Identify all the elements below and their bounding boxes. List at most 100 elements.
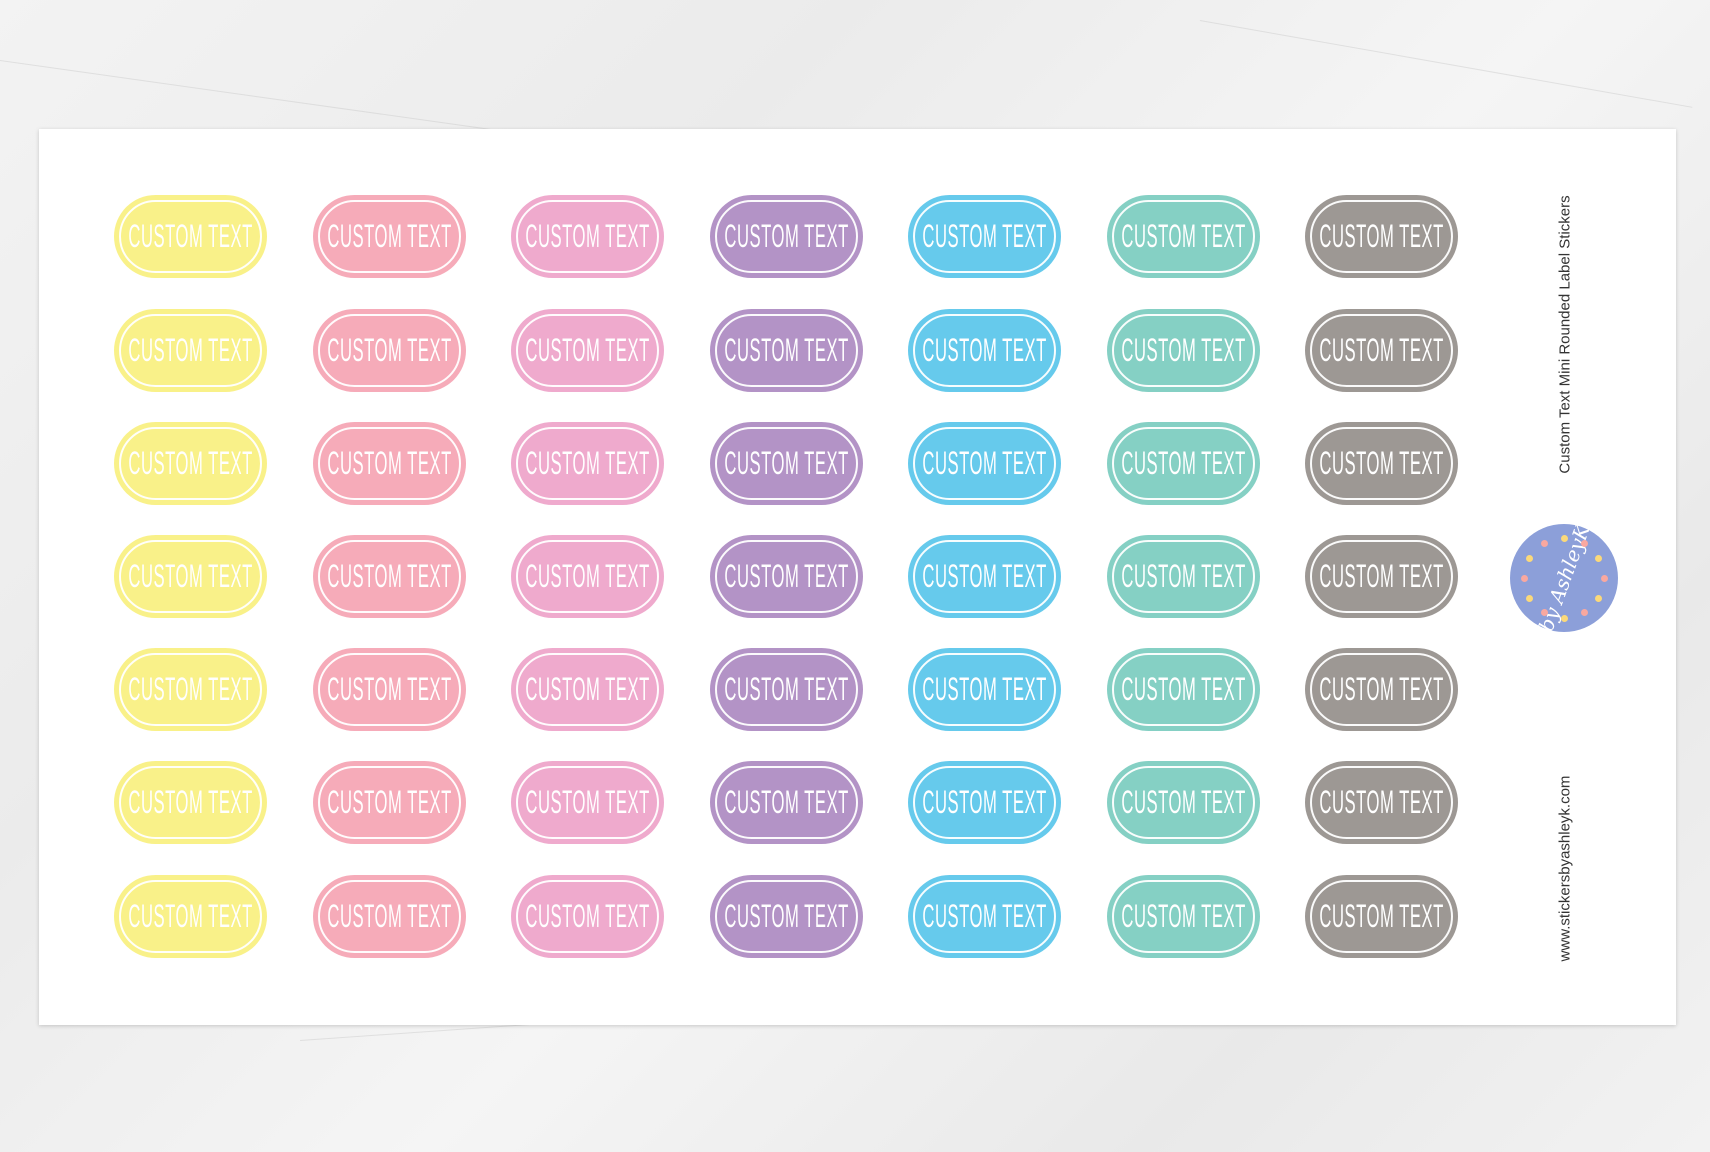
sticker-label: CUSTOM TEXT — [724, 332, 849, 368]
heart-icon — [1600, 574, 1608, 582]
sticker-label: CUSTOM TEXT — [922, 671, 1047, 707]
sticker-label: CUSTOM TEXT — [724, 784, 849, 820]
custom-text-sticker: CUSTOM TEXT — [313, 422, 466, 505]
custom-text-sticker: CUSTOM TEXT — [908, 648, 1061, 731]
custom-text-sticker: CUSTOM TEXT — [511, 422, 664, 505]
sticker-label: CUSTOM TEXT — [724, 558, 849, 594]
custom-text-sticker: CUSTOM TEXT — [511, 761, 664, 844]
sticker-label: CUSTOM TEXT — [128, 218, 253, 254]
custom-text-sticker: CUSTOM TEXT — [511, 875, 664, 958]
custom-text-sticker: CUSTOM TEXT — [710, 309, 863, 392]
sticker-label: CUSTOM TEXT — [525, 332, 650, 368]
sticker-label: CUSTOM TEXT — [724, 671, 849, 707]
custom-text-sticker: CUSTOM TEXT — [710, 422, 863, 505]
heart-icon — [1580, 539, 1588, 547]
sticker-label: CUSTOM TEXT — [128, 671, 253, 707]
sticker-label: CUSTOM TEXT — [525, 558, 650, 594]
sticker-label: CUSTOM TEXT — [327, 445, 452, 481]
custom-text-sticker: CUSTOM TEXT — [1107, 309, 1260, 392]
heart-icon — [1560, 614, 1568, 622]
custom-text-sticker: CUSTOM TEXT — [313, 535, 466, 618]
sticker-label: CUSTOM TEXT — [724, 218, 849, 254]
sticker-label: CUSTOM TEXT — [922, 784, 1047, 820]
heart-icon — [1525, 594, 1533, 602]
sticker-label: CUSTOM TEXT — [1121, 558, 1246, 594]
custom-text-sticker: CUSTOM TEXT — [908, 875, 1061, 958]
sticker-label: CUSTOM TEXT — [525, 898, 650, 934]
sticker-label: CUSTOM TEXT — [1319, 332, 1444, 368]
custom-text-sticker: CUSTOM TEXT — [511, 535, 664, 618]
custom-text-sticker: CUSTOM TEXT — [313, 761, 466, 844]
custom-text-sticker: CUSTOM TEXT — [511, 309, 664, 392]
sticker-label: CUSTOM TEXT — [128, 445, 253, 481]
custom-text-sticker: CUSTOM TEXT — [1305, 422, 1458, 505]
custom-text-sticker: CUSTOM TEXT — [313, 309, 466, 392]
custom-text-sticker: CUSTOM TEXT — [511, 195, 664, 278]
sticker-label: CUSTOM TEXT — [922, 218, 1047, 254]
sticker-label: CUSTOM TEXT — [724, 445, 849, 481]
sheet-title: Custom Text Mini Rounded Label Stickers — [1556, 195, 1574, 474]
custom-text-sticker: CUSTOM TEXT — [1107, 648, 1260, 731]
website-url: www.stickersbyashleyk.com — [1556, 775, 1574, 962]
custom-text-sticker: CUSTOM TEXT — [1107, 195, 1260, 278]
heart-icon — [1520, 574, 1528, 582]
sticker-label: CUSTOM TEXT — [922, 898, 1047, 934]
sticker-label: CUSTOM TEXT — [1121, 898, 1246, 934]
sticker-label: CUSTOM TEXT — [525, 218, 650, 254]
custom-text-sticker: CUSTOM TEXT — [114, 761, 267, 844]
custom-text-sticker: CUSTOM TEXT — [114, 309, 267, 392]
sticker-label: CUSTOM TEXT — [1319, 445, 1444, 481]
custom-text-sticker: CUSTOM TEXT — [114, 422, 267, 505]
heart-icon — [1595, 554, 1603, 562]
sticker-label: CUSTOM TEXT — [327, 218, 452, 254]
sticker-label: CUSTOM TEXT — [1121, 784, 1246, 820]
sticker-label: CUSTOM TEXT — [922, 558, 1047, 594]
custom-text-sticker: CUSTOM TEXT — [710, 195, 863, 278]
ashleyk-logo: by AshleyK — [1510, 521, 1618, 635]
custom-text-sticker: CUSTOM TEXT — [1305, 875, 1458, 958]
heart-icon — [1525, 554, 1533, 562]
custom-text-sticker: CUSTOM TEXT — [114, 535, 267, 618]
sticker-label: CUSTOM TEXT — [327, 671, 452, 707]
heart-icon — [1540, 539, 1548, 547]
custom-text-sticker: CUSTOM TEXT — [908, 422, 1061, 505]
custom-text-sticker: CUSTOM TEXT — [313, 195, 466, 278]
custom-text-sticker: CUSTOM TEXT — [1305, 195, 1458, 278]
custom-text-sticker: CUSTOM TEXT — [1305, 648, 1458, 731]
custom-text-sticker: CUSTOM TEXT — [710, 875, 863, 958]
custom-text-sticker: CUSTOM TEXT — [1305, 761, 1458, 844]
sticker-label: CUSTOM TEXT — [1319, 898, 1444, 934]
sticker-label: CUSTOM TEXT — [1319, 671, 1444, 707]
custom-text-sticker: CUSTOM TEXT — [114, 875, 267, 958]
heart-icon — [1540, 609, 1548, 617]
sticker-label: CUSTOM TEXT — [525, 784, 650, 820]
sticker-label: CUSTOM TEXT — [922, 332, 1047, 368]
sticker-label: CUSTOM TEXT — [327, 332, 452, 368]
sticker-label: CUSTOM TEXT — [1319, 218, 1444, 254]
custom-text-sticker: CUSTOM TEXT — [908, 535, 1061, 618]
sticker-label: CUSTOM TEXT — [128, 898, 253, 934]
custom-text-sticker: CUSTOM TEXT — [908, 195, 1061, 278]
sticker-label: CUSTOM TEXT — [128, 332, 253, 368]
custom-text-sticker: CUSTOM TEXT — [1305, 535, 1458, 618]
sticker-label: CUSTOM TEXT — [327, 558, 452, 594]
sticker-label: CUSTOM TEXT — [1121, 332, 1246, 368]
heart-icon — [1595, 594, 1603, 602]
marble-vein — [0, 60, 496, 131]
sticker-label: CUSTOM TEXT — [128, 558, 253, 594]
custom-text-sticker: CUSTOM TEXT — [710, 648, 863, 731]
sticker-label: CUSTOM TEXT — [1319, 784, 1444, 820]
custom-text-sticker: CUSTOM TEXT — [1107, 535, 1260, 618]
custom-text-sticker: CUSTOM TEXT — [1305, 309, 1458, 392]
sticker-label: CUSTOM TEXT — [525, 671, 650, 707]
custom-text-sticker: CUSTOM TEXT — [511, 648, 664, 731]
sticker-label: CUSTOM TEXT — [1121, 445, 1246, 481]
sticker-label: CUSTOM TEXT — [525, 445, 650, 481]
marble-vein — [1199, 20, 1693, 108]
sticker-label: CUSTOM TEXT — [1319, 558, 1444, 594]
custom-text-sticker: CUSTOM TEXT — [114, 195, 267, 278]
custom-text-sticker: CUSTOM TEXT — [114, 648, 267, 731]
heart-icon — [1560, 534, 1568, 542]
custom-text-sticker: CUSTOM TEXT — [1107, 761, 1260, 844]
custom-text-sticker: CUSTOM TEXT — [908, 309, 1061, 392]
